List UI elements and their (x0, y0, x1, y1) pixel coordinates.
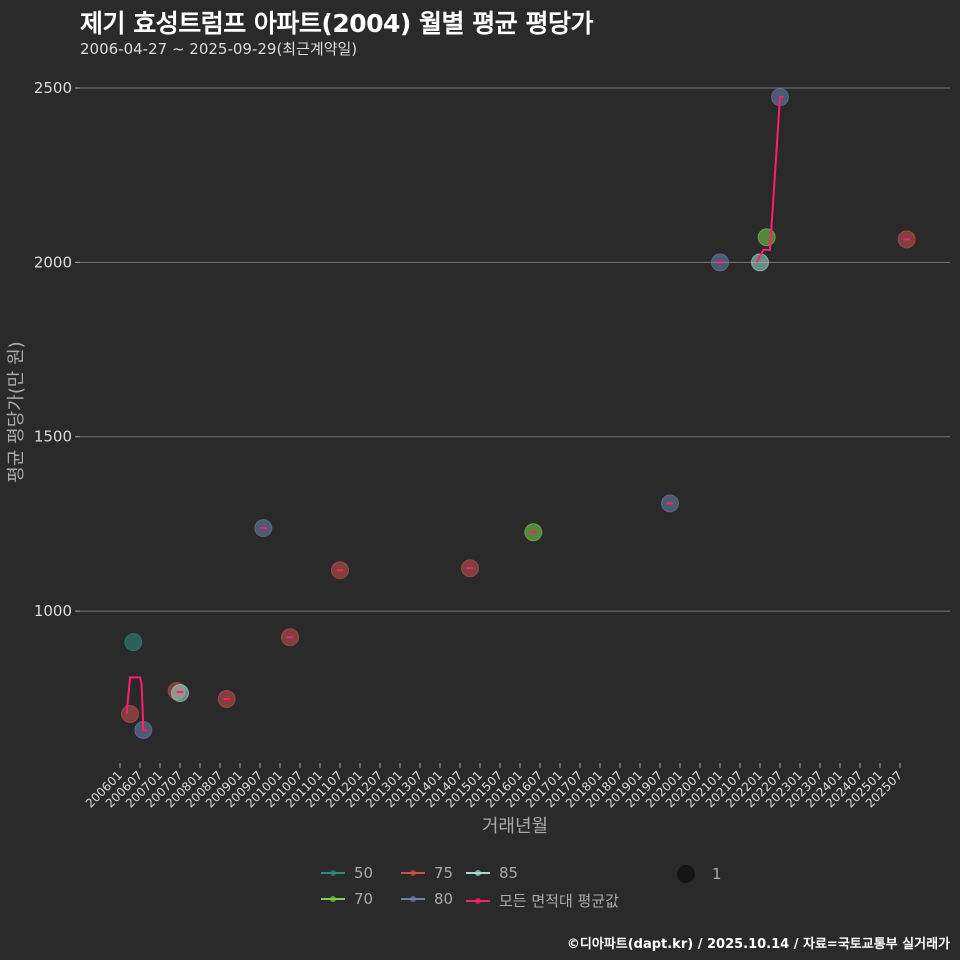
legend-item: 85 (465, 864, 518, 882)
legend-key-icon (321, 870, 345, 876)
chart-subtitle: 2006-04-27 ~ 2025-09-29(최근계약일) (80, 40, 358, 58)
x-axis-title: 거래년월 (482, 816, 548, 837)
mean-line (125, 676, 147, 732)
legend-item: 80 (400, 890, 453, 908)
y-tick-label: 1000 (34, 602, 72, 620)
legend-label: 85 (499, 864, 519, 882)
legend-item: 75 (400, 864, 453, 882)
y-tick-label: 2000 (34, 253, 72, 271)
y-tick-label: 2500 (34, 79, 72, 97)
point-70 (757, 228, 776, 247)
legend-label: 75 (434, 864, 454, 882)
legend-label: 50 (354, 864, 374, 882)
legend-item: 70 (320, 890, 373, 908)
point-75 (121, 704, 139, 723)
mean-line (755, 96, 784, 263)
point-85 (751, 253, 769, 272)
legend-size-label: 1 (712, 865, 722, 883)
y-tick-label: 1500 (34, 428, 72, 446)
chart-title: 제기 효성트럼프 아파트(2004) 월별 평균 평당가 (80, 9, 593, 38)
point-85 (171, 684, 189, 703)
point-50 (124, 633, 143, 652)
legend-size-item: 1 (676, 864, 722, 884)
size-circle-icon (677, 865, 695, 883)
legend-key-icon (466, 897, 490, 904)
legend-label: 70 (354, 890, 374, 908)
legend-item: 50 (320, 864, 373, 882)
legend-item: 모든 면적대 평균값 (465, 890, 619, 911)
y-axis-title: 평균 평당가(만 원) (6, 341, 27, 482)
footer-credit: ©디아파트(dapt.kr) / 2025.10.14 / 자료=국토교통부 실… (566, 937, 950, 952)
legend-key-icon (466, 870, 490, 876)
legend-key-icon (321, 896, 345, 902)
legend-label: 모든 면적대 평균값 (499, 892, 619, 910)
legend-label: 80 (434, 890, 454, 908)
legend-key-icon (401, 870, 425, 876)
legend-key-icon (401, 896, 425, 902)
